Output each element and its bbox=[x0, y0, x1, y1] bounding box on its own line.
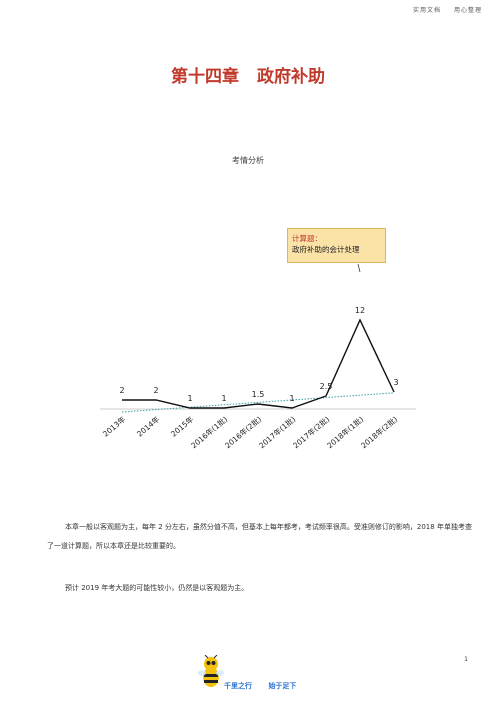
chart-callout: 计算题： 政府补助的会计处理 bbox=[287, 228, 386, 263]
paragraph-1: 本章一般以客观题为主，每年 2 分左右，虽然分值不高，但基本上每年都考，考试频率… bbox=[47, 523, 472, 550]
section-heading: 考情分析 bbox=[232, 156, 264, 165]
callout-line-1: 计算题： bbox=[292, 234, 322, 243]
data-label: 1.5 bbox=[252, 390, 265, 399]
x-tick-label: 2013年 bbox=[100, 414, 127, 439]
slogan-left: 千里之行 bbox=[224, 682, 252, 690]
callout-line-2: 政府补助的会计处理 bbox=[292, 245, 360, 254]
data-label: 2 bbox=[119, 386, 124, 395]
callout-leader-line bbox=[357, 263, 361, 273]
data-label: 1 bbox=[289, 394, 294, 403]
bee-mascot-icon bbox=[198, 655, 224, 687]
page-header: 实用文档 用心整理 bbox=[413, 5, 482, 14]
paragraph-2: 预计 2019 年考大题的可能性较小，仍然是以客观题为主。 bbox=[65, 584, 249, 592]
x-tick-label: 2014年 bbox=[134, 414, 161, 439]
x-tick-label: 2018年(2批) bbox=[359, 414, 400, 450]
data-label: 1 bbox=[221, 394, 226, 403]
data-label: 2.5 bbox=[320, 382, 333, 391]
header-right-text: 用心整理 bbox=[453, 7, 482, 14]
trendline bbox=[121, 392, 395, 413]
chapter-number: 第十四章 bbox=[171, 67, 239, 87]
data-label: 12 bbox=[355, 306, 365, 315]
footer-slogan: 千里之行 始于足下 bbox=[224, 681, 296, 691]
data-label: 3 bbox=[393, 378, 398, 387]
data-label: 1 bbox=[187, 394, 192, 403]
data-label: 2 bbox=[153, 386, 158, 395]
series-line bbox=[122, 318, 395, 409]
page-number: 1 bbox=[464, 656, 468, 663]
chapter-name: 政府补助 bbox=[257, 67, 325, 87]
chapter-title: 第十四章 政府补助 bbox=[0, 62, 496, 87]
header-left-text: 实用文档 bbox=[413, 7, 442, 14]
slogan-right: 始于足下 bbox=[268, 682, 297, 690]
x-tick-label: 2015年 bbox=[168, 414, 195, 439]
